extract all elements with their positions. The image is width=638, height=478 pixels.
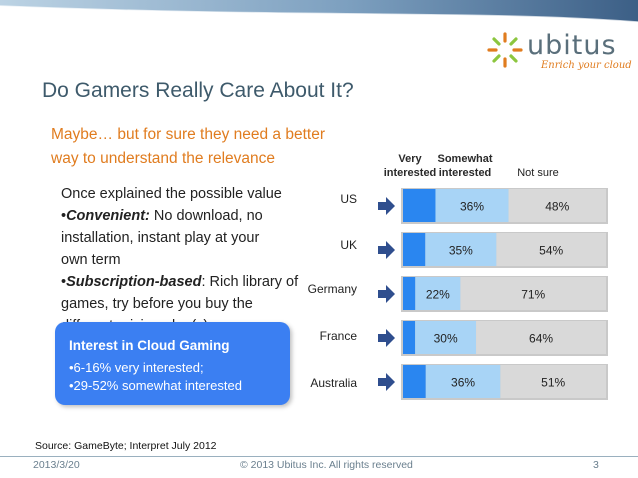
- bullet-convenient-text: No download, no: [149, 208, 263, 224]
- bar-segment-germany-2: [460, 277, 606, 310]
- arrow-right-icon: [378, 329, 395, 347]
- data-label-uk-1: 35%: [449, 244, 473, 258]
- body-text: Once explained the possible value •Conve…: [61, 183, 306, 337]
- slide-title: Do Gamers Really Care About It?: [42, 79, 354, 102]
- arrow-right-icon: [378, 285, 395, 303]
- bullet-convenient: •Convenient: No download, no: [61, 208, 263, 224]
- body-line-4: own term: [61, 252, 121, 268]
- source-note: Source: GameByte; Interpret July 2012: [35, 440, 217, 452]
- data-label-france-2: 64%: [529, 332, 553, 346]
- callout-item-very: •6-16% very interested;: [69, 360, 204, 375]
- data-label-us-1: 36%: [460, 200, 484, 214]
- subtitle-line-2: way to understand the relevance: [51, 150, 276, 167]
- bar-segment-france-1: [415, 321, 477, 354]
- legend-label-0-0: Very: [398, 153, 422, 165]
- category-label-uk: UK: [340, 238, 357, 252]
- legend-label-1-0: Somewhat: [437, 153, 492, 165]
- bar-segment-france-0: [403, 321, 416, 354]
- bullet-convenient-term: Convenient:: [66, 208, 150, 224]
- arrow-right-icon: [378, 373, 395, 391]
- bar-frame: [401, 320, 608, 356]
- bar-segment-australia-0: [403, 365, 426, 398]
- bar-frame: [401, 232, 608, 268]
- bar-segment-us-1: [435, 189, 509, 222]
- bar-segment-australia-2: [500, 365, 606, 398]
- logo-tagline: Enrich your cloud: [541, 60, 632, 71]
- bar-segment-germany-1: [415, 277, 461, 310]
- footer-date: 2013/3/20: [33, 459, 80, 471]
- arrow-right-icon: [378, 197, 395, 215]
- data-label-us-2: 48%: [545, 200, 569, 214]
- data-label-france-1: 30%: [434, 332, 458, 346]
- legend-label-0-1: interested: [384, 167, 437, 179]
- data-label-australia-1: 36%: [451, 376, 475, 390]
- bar-segment-us-2: [508, 189, 606, 222]
- callout-title: Interest in Cloud Gaming: [69, 338, 230, 353]
- bullet-subscription-text: : Rich library of: [201, 274, 299, 290]
- legend-label-2-0: Not sure: [517, 167, 559, 179]
- footer-divider: [0, 456, 638, 457]
- bar-segment-uk-1: [425, 233, 497, 266]
- bar-segment-france-2: [476, 321, 606, 354]
- data-label-uk-2: 54%: [539, 244, 563, 258]
- data-label-germany-1: 22%: [426, 288, 450, 302]
- page-number: 3: [593, 459, 599, 471]
- body-line-3: installation, instant play at your: [61, 230, 260, 246]
- data-label-germany-2: 71%: [521, 288, 545, 302]
- data-label-australia-2: 51%: [541, 376, 565, 390]
- bar-frame: [401, 276, 608, 312]
- arrow-right-icon: [378, 241, 395, 259]
- callout-item-somewhat: •29-52% somewhat interested: [69, 378, 242, 393]
- footer-copyright: © 2013 Ubitus Inc. All rights reserved: [240, 459, 413, 471]
- bullet-subscription-term: Subscription-based: [66, 274, 202, 290]
- bar-segment-uk-2: [496, 233, 606, 266]
- logo-wordmark: ubitus: [527, 30, 617, 61]
- interest-callout-box: Interest in Cloud Gaming •6-16% very int…: [55, 322, 290, 405]
- category-label-australia: Australia: [310, 376, 357, 390]
- category-label-france: France: [320, 329, 358, 343]
- bar-segment-us-0: [403, 189, 436, 222]
- subtitle: Maybe… but for sure they need a better w…: [51, 123, 371, 171]
- logo-mark-icon: [487, 32, 523, 68]
- bar-frame: [401, 188, 608, 224]
- category-label-us: US: [340, 192, 357, 206]
- subtitle-line-1: Maybe… but for sure they need a better: [51, 126, 325, 143]
- category-label-germany: Germany: [308, 282, 357, 296]
- header-band: [0, 0, 638, 22]
- bar-segment-australia-1: [425, 365, 501, 398]
- bullet-subscription: •Subscription-based: Rich library of: [61, 274, 299, 290]
- legend-label-1-1: interested: [439, 167, 492, 179]
- body-line-6: games, try before you buy the: [61, 296, 253, 312]
- body-line-intro: Once explained the possible value: [61, 186, 282, 202]
- ubitus-logo: ubitus Enrich your cloud: [485, 28, 635, 76]
- bar-segment-uk-0: [403, 233, 426, 266]
- bar-frame: [401, 364, 608, 400]
- bar-segment-germany-0: [403, 277, 416, 310]
